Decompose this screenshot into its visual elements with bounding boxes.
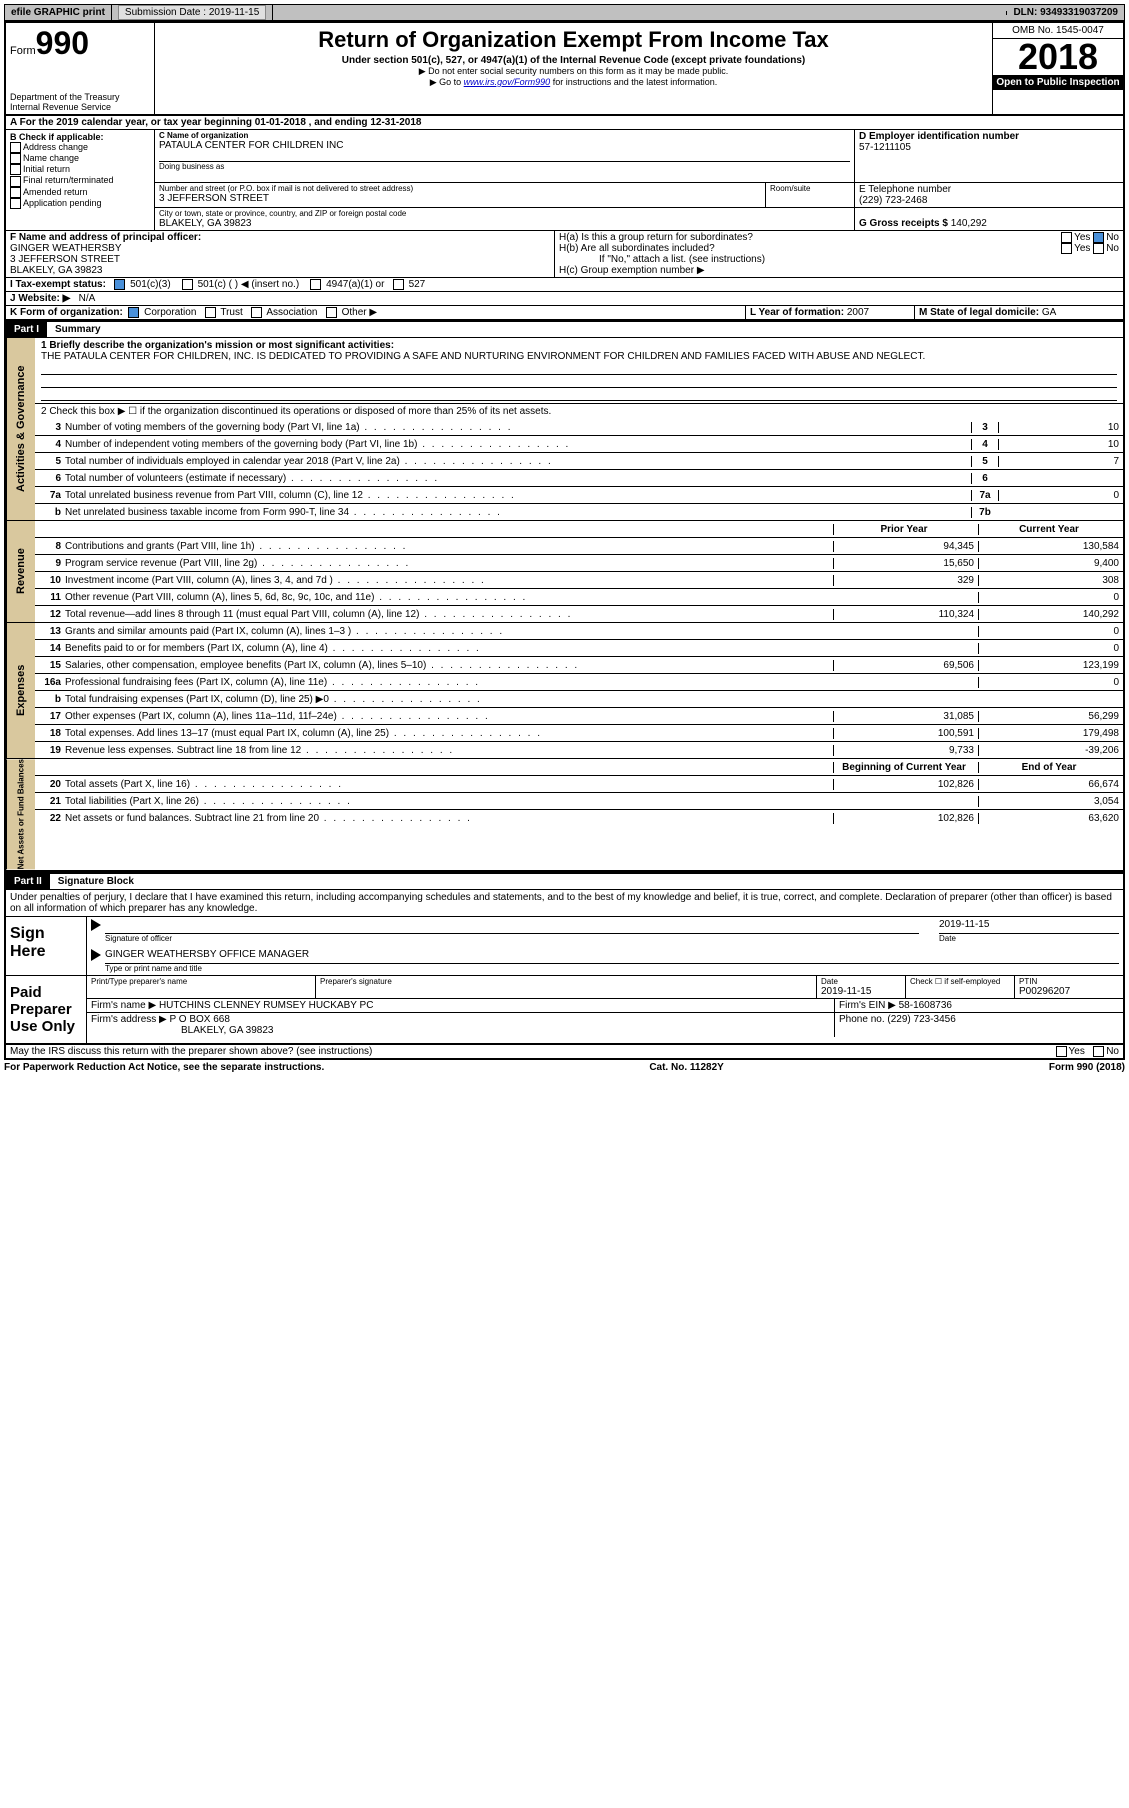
table-row: bTotal fundraising expenses (Part IX, co… — [35, 691, 1123, 708]
line-a: A For the 2019 calendar year, or tax yea… — [6, 116, 1123, 129]
header-right: OMB No. 1545-0047 2018 Open to Public In… — [992, 23, 1123, 114]
phone-value: (229) 723-2468 — [859, 195, 1119, 206]
dln-cell: DLN: 93493319037209 — [1007, 5, 1124, 20]
org-name: PATAULA CENTER FOR CHILDREN INC — [159, 140, 850, 151]
table-row: bNet unrelated business taxable income f… — [35, 504, 1123, 520]
website-value: N/A — [79, 293, 96, 304]
table-row: 16aProfessional fundraising fees (Part I… — [35, 674, 1123, 691]
footer: For Paperwork Reduction Act Notice, see … — [4, 1060, 1125, 1075]
declaration-text: Under penalties of perjury, I declare th… — [6, 890, 1123, 917]
table-row: 20Total assets (Part X, line 16)102,8266… — [35, 776, 1123, 793]
paid-preparer-label: Paid Preparer Use Only — [6, 976, 87, 1043]
tab-expenses: Expenses — [6, 623, 35, 758]
arrow-icon — [91, 919, 101, 931]
table-row: 8Contributions and grants (Part VIII, li… — [35, 538, 1123, 555]
form-body: Form990 Department of the Treasury Inter… — [4, 21, 1125, 1060]
table-row: 10Investment income (Part VIII, column (… — [35, 572, 1123, 589]
tab-netassets: Net Assets or Fund Balances — [6, 759, 35, 869]
table-row: 19Revenue less expenses. Subtract line 1… — [35, 742, 1123, 758]
table-row: 3Number of voting members of the governi… — [35, 419, 1123, 436]
table-row: 7aTotal unrelated business revenue from … — [35, 487, 1123, 504]
table-row: 14Benefits paid to or for members (Part … — [35, 640, 1123, 657]
part-ii-header: Part II Signature Block — [6, 872, 1123, 890]
officer-signature-name: GINGER WEATHERSBY OFFICE MANAGER — [105, 949, 1119, 964]
irs-link[interactable]: www.irs.gov/Form990 — [464, 77, 551, 87]
table-row: 15Salaries, other compensation, employee… — [35, 657, 1123, 674]
header-left: Form990 Department of the Treasury Inter… — [6, 23, 155, 114]
section-b: B Check if applicable: Address change Na… — [6, 130, 155, 231]
table-row: 13Grants and similar amounts paid (Part … — [35, 623, 1123, 640]
table-row: 17Other expenses (Part IX, column (A), l… — [35, 708, 1123, 725]
top-toolbar: efile GRAPHIC print Submission Date : 20… — [4, 4, 1125, 21]
table-row: 6Total number of volunteers (estimate if… — [35, 470, 1123, 487]
table-row: 4Number of independent voting members of… — [35, 436, 1123, 453]
table-row: 9Program service revenue (Part VIII, lin… — [35, 555, 1123, 572]
ein-value: 57-1211105 — [859, 142, 1119, 153]
sign-here-label: Sign Here — [6, 917, 87, 975]
gross-receipts: 140,292 — [951, 218, 987, 229]
arrow-icon — [91, 949, 101, 961]
table-row: 11Other revenue (Part VIII, column (A), … — [35, 589, 1123, 606]
501c3-checkbox[interactable] — [114, 279, 125, 290]
officer-name: GINGER WEATHERSBY — [10, 243, 550, 254]
header-title: Return of Organization Exempt From Incom… — [155, 23, 992, 114]
table-row: 12Total revenue—add lines 8 through 11 (… — [35, 606, 1123, 622]
tab-revenue: Revenue — [6, 521, 35, 622]
firm-name: HUTCHINS CLENNEY RUMSEY HUCKABY PC — [159, 1000, 374, 1011]
table-row: 21Total liabilities (Part X, line 26)3,0… — [35, 793, 1123, 810]
street-address: 3 JEFFERSON STREET — [159, 193, 761, 204]
part-i-header: Part I Summary — [6, 320, 1123, 338]
city-value: BLAKELY, GA 39823 — [159, 218, 850, 229]
submission-date-button[interactable]: Submission Date : 2019-11-15 — [118, 5, 266, 20]
submission-cell: Submission Date : 2019-11-15 — [112, 5, 273, 20]
table-row: 5Total number of individuals employed in… — [35, 453, 1123, 470]
table-row: 18Total expenses. Add lines 13–17 (must … — [35, 725, 1123, 742]
tab-governance: Activities & Governance — [6, 338, 35, 520]
efile-label: efile GRAPHIC print — [5, 5, 112, 20]
mission-text: THE PATAULA CENTER FOR CHILDREN, INC. IS… — [41, 351, 1117, 362]
table-row: 22Net assets or fund balances. Subtract … — [35, 810, 1123, 826]
